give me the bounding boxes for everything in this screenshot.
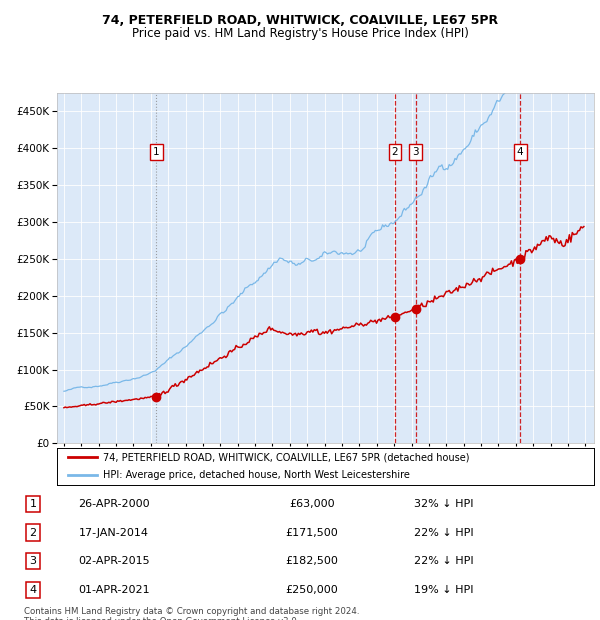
Text: 32% ↓ HPI: 32% ↓ HPI: [414, 499, 474, 509]
Text: Price paid vs. HM Land Registry's House Price Index (HPI): Price paid vs. HM Land Registry's House …: [131, 27, 469, 40]
Text: 1: 1: [153, 147, 160, 157]
Text: 22% ↓ HPI: 22% ↓ HPI: [414, 556, 474, 566]
Text: 01-APR-2021: 01-APR-2021: [78, 585, 150, 595]
Text: 4: 4: [517, 147, 523, 157]
Text: £63,000: £63,000: [289, 499, 335, 509]
Text: HPI: Average price, detached house, North West Leicestershire: HPI: Average price, detached house, Nort…: [103, 470, 410, 480]
Text: 22% ↓ HPI: 22% ↓ HPI: [414, 528, 474, 538]
Text: 74, PETERFIELD ROAD, WHITWICK, COALVILLE, LE67 5PR (detached house): 74, PETERFIELD ROAD, WHITWICK, COALVILLE…: [103, 453, 469, 463]
Text: Contains HM Land Registry data © Crown copyright and database right 2024.
This d: Contains HM Land Registry data © Crown c…: [24, 607, 359, 620]
Text: 26-APR-2000: 26-APR-2000: [78, 499, 150, 509]
Text: 02-APR-2015: 02-APR-2015: [78, 556, 150, 566]
Text: £171,500: £171,500: [286, 528, 338, 538]
Text: £250,000: £250,000: [286, 585, 338, 595]
Text: 2: 2: [392, 147, 398, 157]
Text: 4: 4: [29, 585, 37, 595]
Text: 1: 1: [29, 499, 37, 509]
Text: 19% ↓ HPI: 19% ↓ HPI: [414, 585, 474, 595]
Text: 74, PETERFIELD ROAD, WHITWICK, COALVILLE, LE67 5PR: 74, PETERFIELD ROAD, WHITWICK, COALVILLE…: [102, 14, 498, 27]
Text: 3: 3: [29, 556, 37, 566]
Text: 3: 3: [413, 147, 419, 157]
Text: 17-JAN-2014: 17-JAN-2014: [79, 528, 149, 538]
Text: 2: 2: [29, 528, 37, 538]
Text: £182,500: £182,500: [286, 556, 338, 566]
